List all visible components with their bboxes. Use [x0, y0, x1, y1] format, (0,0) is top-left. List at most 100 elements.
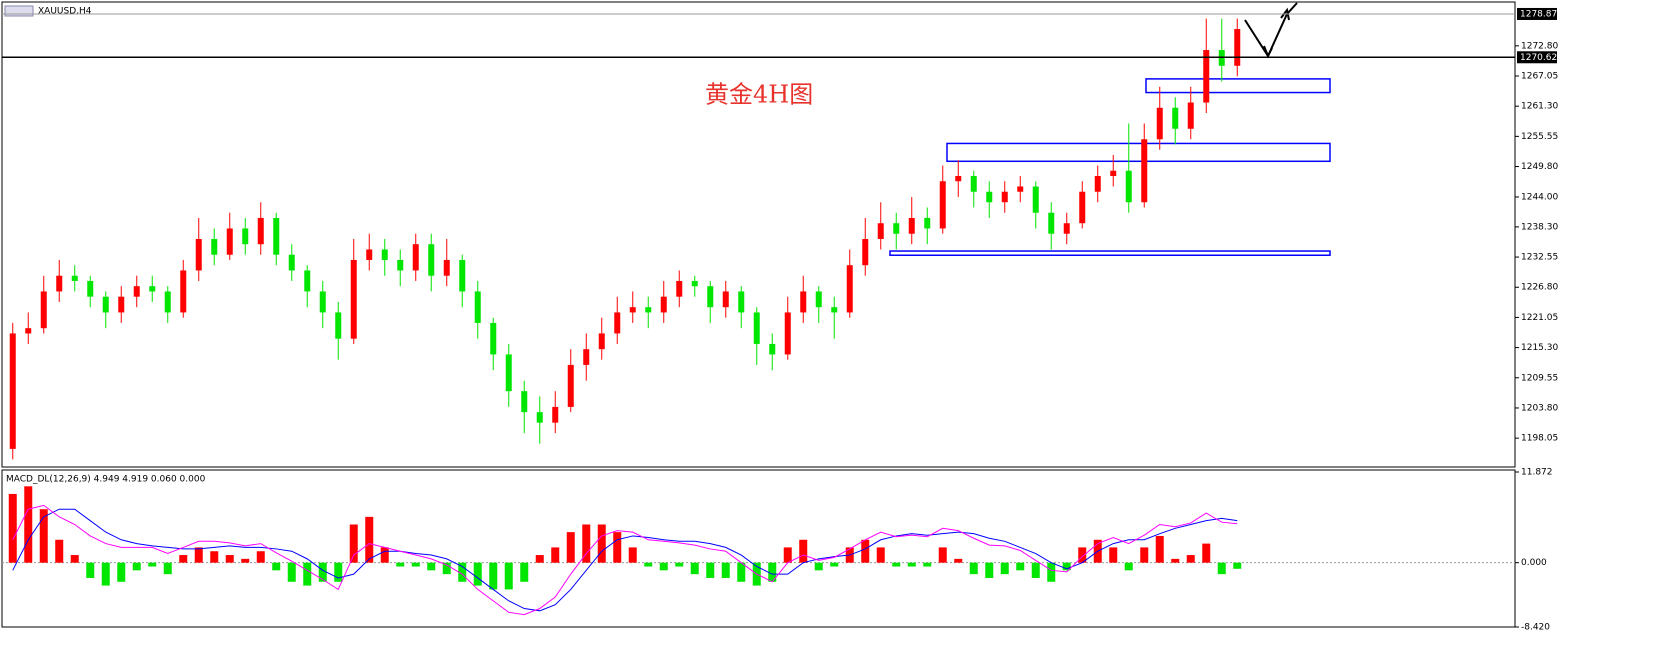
y-tick-label: 11.872 — [1521, 468, 1553, 478]
candle-body — [645, 307, 652, 313]
histogram-bar — [644, 562, 653, 567]
candle-body — [474, 291, 481, 323]
histogram-bar — [303, 562, 312, 586]
candle-body — [412, 244, 419, 271]
candle-body — [71, 275, 78, 281]
candle-body — [660, 296, 667, 313]
histogram-bar — [1016, 562, 1025, 571]
histogram-bar — [334, 562, 343, 582]
macd-title: MACD_DL(12,26,9) 4.949 4.919 0.060 0.000 — [6, 475, 206, 485]
zone — [1145, 78, 1331, 94]
candle-body — [1203, 50, 1210, 103]
candle-body — [1187, 102, 1194, 129]
candle-body — [536, 412, 543, 423]
candle-body — [676, 280, 683, 297]
y-tick-label: 0.000 — [1521, 558, 1547, 568]
candle-body — [598, 333, 605, 350]
histogram-bar — [210, 551, 219, 563]
histogram-bar — [659, 562, 668, 571]
candle-body — [722, 291, 729, 308]
histogram-bar — [613, 532, 622, 563]
macd-line — [12, 508, 1238, 612]
candle-body — [738, 291, 745, 313]
y-tick-label: 1209.55 — [1521, 373, 1558, 383]
candle-body — [428, 244, 435, 276]
histogram-bar — [783, 547, 792, 563]
histogram-bar — [582, 524, 591, 563]
price-label-box — [1517, 51, 1557, 64]
price-label-box — [1517, 7, 1557, 20]
histogram-bar — [892, 562, 901, 567]
zone — [889, 250, 1331, 256]
candle-body — [769, 343, 776, 355]
candle-body — [552, 406, 559, 423]
histogram-bar — [427, 562, 436, 571]
candle-body — [366, 249, 373, 260]
candle-body — [1141, 139, 1148, 203]
candle-body — [180, 270, 187, 313]
histogram-bar — [1202, 543, 1211, 563]
candle-body — [800, 291, 807, 313]
histogram-bar — [1155, 535, 1164, 563]
histogram-bar — [225, 555, 234, 563]
histogram-bar — [365, 516, 374, 563]
histogram-bar — [675, 562, 684, 567]
candle-body — [242, 228, 249, 245]
y-tick-label: -8.420 — [1521, 623, 1550, 633]
histogram-bar — [830, 562, 839, 567]
histogram-bar — [597, 524, 606, 563]
candle-body — [319, 291, 326, 313]
histogram-bar — [861, 539, 870, 563]
candle-body — [505, 354, 512, 392]
histogram-bar — [520, 562, 529, 582]
histogram-bar — [458, 562, 467, 582]
candle-body — [707, 286, 714, 308]
histogram-bar — [1047, 562, 1056, 582]
candle-body — [1079, 191, 1086, 224]
y-tick-label: 1215.30 — [1521, 343, 1558, 353]
histogram-bar — [163, 562, 172, 575]
histogram-bar — [504, 562, 513, 590]
histogram-bar — [706, 562, 715, 578]
histogram-bar — [1124, 562, 1133, 571]
histogram-bar — [349, 524, 358, 563]
histogram-bar — [8, 493, 17, 563]
histogram-bar — [1171, 558, 1180, 563]
candle-body — [1110, 170, 1117, 176]
histogram-bar — [1078, 547, 1087, 563]
candle-body — [87, 280, 94, 297]
histogram-bar — [101, 562, 110, 586]
candle-body — [25, 328, 32, 334]
candle-body — [490, 322, 497, 355]
histogram-bar — [1217, 562, 1226, 575]
candle-body — [102, 296, 109, 313]
candle-body — [567, 364, 574, 407]
candle-body — [784, 312, 791, 355]
candle-body — [40, 291, 47, 329]
y-tick-label: 1232.55 — [1521, 253, 1558, 263]
candle-body — [149, 286, 156, 292]
histogram-bar — [396, 562, 405, 567]
candle-body — [970, 175, 977, 192]
histogram-bar — [721, 562, 730, 578]
candle-body — [195, 238, 202, 271]
histogram-bar — [24, 486, 33, 563]
histogram-bar — [318, 562, 327, 582]
candle-body — [862, 238, 869, 266]
candle-body — [908, 217, 915, 234]
y-tick-label: 1255.55 — [1521, 132, 1558, 142]
histogram-bar — [39, 509, 48, 563]
symbol-title: XAUUSD,H4 — [38, 7, 92, 17]
histogram-bar — [923, 562, 932, 567]
histogram-bar — [1109, 547, 1118, 563]
candle-body — [691, 280, 698, 287]
histogram-bar — [1140, 547, 1149, 563]
y-tick-label: 1203.80 — [1521, 403, 1558, 413]
histogram-bar — [272, 562, 281, 571]
histogram-bar — [535, 555, 544, 563]
candle-body — [955, 175, 962, 182]
histogram-bar — [148, 562, 157, 567]
y-tick-label: 1226.80 — [1521, 283, 1558, 293]
zone — [946, 142, 1331, 163]
